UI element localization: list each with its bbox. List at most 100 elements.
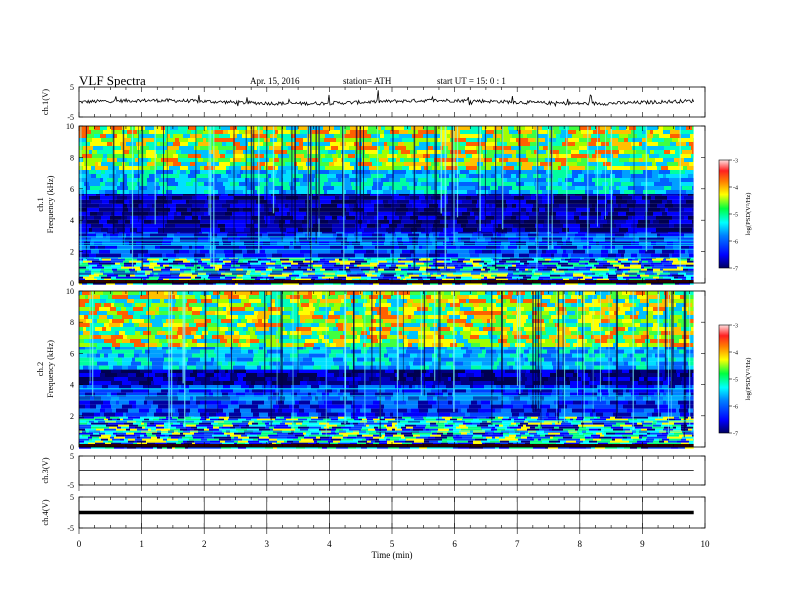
ch1-spectrogram-cell — [563, 266, 574, 269]
ch1-spectrogram-cell — [130, 274, 135, 277]
ch1-spectrogram-cell — [225, 274, 237, 277]
ch1-spectrogram-cell — [640, 166, 647, 170]
ch1-spectrogram-cell — [646, 138, 652, 142]
ch1-spectrogram-cell — [600, 134, 607, 138]
ch1-spectrogram-cell — [527, 278, 538, 281]
ch1-spectrogram-cell — [263, 150, 274, 154]
ch1-spectrogram-cell — [261, 258, 271, 261]
ch1-spectrogram-cell — [470, 253, 479, 258]
ch1-spectrogram-cell — [396, 158, 400, 162]
ch1-spectrogram-cell — [271, 258, 280, 261]
ch1-spectrogram-cell — [341, 282, 346, 285]
ch1-spectrogram-cell — [160, 245, 171, 250]
ch1-spectrogram-cell — [369, 282, 373, 285]
ch1-spectrogram-cell — [524, 182, 528, 186]
ch1-spectrogram-cell — [113, 207, 123, 212]
ch1-spectrogram-cell — [461, 223, 466, 228]
ch2-spectrogram-cell — [116, 428, 126, 431]
ch1-spectrogram-cell — [596, 154, 601, 158]
ch1-spectrogram-cell — [455, 282, 460, 285]
ch1-spectrogram-cell — [274, 150, 283, 154]
ch1-spectrogram-cell — [230, 215, 240, 220]
ch1-spectrogram-cell — [605, 237, 615, 242]
ch1-spectrogram-cell — [480, 170, 485, 174]
ch1-spectrogram-cell — [440, 134, 447, 138]
ch1-spectrogram-cell — [623, 276, 633, 279]
ch1-spectrogram-cell — [587, 142, 596, 146]
ch1-spectrogram-cell — [412, 203, 424, 208]
ch1-spectrogram-cell — [99, 274, 107, 277]
ch1-spectrogram-cell — [594, 195, 599, 200]
ch2-spectrogram-cell — [416, 424, 426, 427]
ch1-spectrogram-cell — [268, 266, 272, 269]
ch1-spectrogram-cell — [146, 142, 157, 146]
ch1-spectrogram-cell — [280, 227, 286, 232]
ch1-spectrogram-cell — [108, 227, 117, 232]
ch1-spectrogram-cell — [401, 258, 410, 261]
ch1-spectrogram-cell — [215, 266, 222, 269]
ch1-spectrogram-cell — [79, 272, 91, 275]
ch1-spectrogram-cell — [592, 249, 601, 254]
ch1-spectrogram-cell — [639, 158, 643, 162]
ch1-spectrogram-cell — [568, 260, 579, 263]
ch1-spectrogram-cell — [627, 203, 635, 208]
ch1-spectrogram-cell — [469, 178, 472, 182]
ch1-spectrogram-cell — [457, 260, 463, 263]
ch1-spectrogram-cell — [487, 150, 496, 154]
ch1-spectrogram-cell — [200, 219, 212, 224]
ch1-spectrogram-cell — [326, 130, 329, 134]
ch1-spectrogram-cell — [281, 260, 293, 263]
ch1-spectrogram-cell — [184, 186, 190, 190]
ch1-spectrogram-cell — [159, 258, 163, 261]
ch2-spectrogram-cell — [251, 418, 257, 421]
ch1-spectrogram-cell — [468, 219, 476, 224]
ch1-spectrogram-cell — [615, 266, 619, 269]
ch2-spectrogram-cell — [224, 418, 228, 421]
ch1-spectrogram-cell — [382, 162, 386, 166]
ch1-spectrogram-cell — [79, 170, 89, 174]
ch1-spectrogram-cell — [204, 245, 207, 250]
ch1-spectrogram-cell — [125, 227, 130, 232]
ch2-spectrogram-cell — [642, 422, 652, 425]
ch2-spectrogram-cell — [523, 424, 526, 427]
ch1-spectrogram-cell — [610, 223, 616, 228]
ch1-spectrogram-cell — [510, 138, 516, 142]
ch1-spectrogram-cell — [234, 190, 243, 194]
ch2-spectrogram-cell — [280, 422, 285, 425]
ch1-spectrogram-cell — [583, 245, 591, 250]
ch2-spectrogram-cell — [620, 424, 632, 427]
ch1-spectrogram-cell — [512, 264, 516, 267]
ch1-spectrogram-cell — [291, 276, 296, 279]
ch1-spectrogram-cell — [693, 272, 694, 275]
ch2-spectrogram-cell — [213, 426, 219, 429]
ch1-spectrogram-cell — [443, 237, 446, 242]
ch1-spectrogram-cell — [186, 266, 194, 269]
ch1-spectrogram-cell — [296, 233, 305, 238]
ch2-spectrogram-cell — [478, 426, 481, 429]
ch1-spectrogram-cell — [127, 195, 135, 200]
ch1-spectrogram-cell — [156, 182, 159, 186]
ch1-spectrogram-cell — [214, 138, 223, 142]
ch1-spectrogram-cell — [675, 227, 679, 232]
ch1-spectrogram-cell — [230, 158, 233, 162]
ch1-spectrogram-cell — [181, 150, 187, 154]
ch1-spectrogram-cell — [331, 203, 337, 208]
ch1-spectrogram-cell — [117, 186, 121, 190]
ch1-spectrogram-cell — [619, 142, 631, 146]
ch1-spectrogram-cell — [523, 186, 528, 190]
ch1-spectrogram-cell — [585, 264, 594, 267]
ch1-spectrogram-cell — [250, 262, 261, 265]
ch1-spectrogram-cell — [120, 190, 129, 194]
ch2-spectrogram-cell — [228, 418, 238, 421]
ch1-spectrogram-cell — [669, 178, 678, 182]
ch2-spectrogram-cell — [117, 418, 120, 421]
ch2-spectrogram-cell — [117, 422, 124, 425]
colorbar-tick-label: -4 — [733, 186, 738, 192]
ch1-spectrogram-cell — [408, 264, 411, 267]
ch1-spectrogram-cell — [265, 266, 268, 269]
ch1-spectrogram-cell — [543, 268, 552, 271]
ch1-spectrogram-cell — [419, 258, 430, 261]
ch1-spectrogram-cell — [179, 249, 189, 254]
ch1-spectrogram-cell — [175, 223, 179, 228]
ch1-spectrogram-cell — [158, 199, 167, 204]
